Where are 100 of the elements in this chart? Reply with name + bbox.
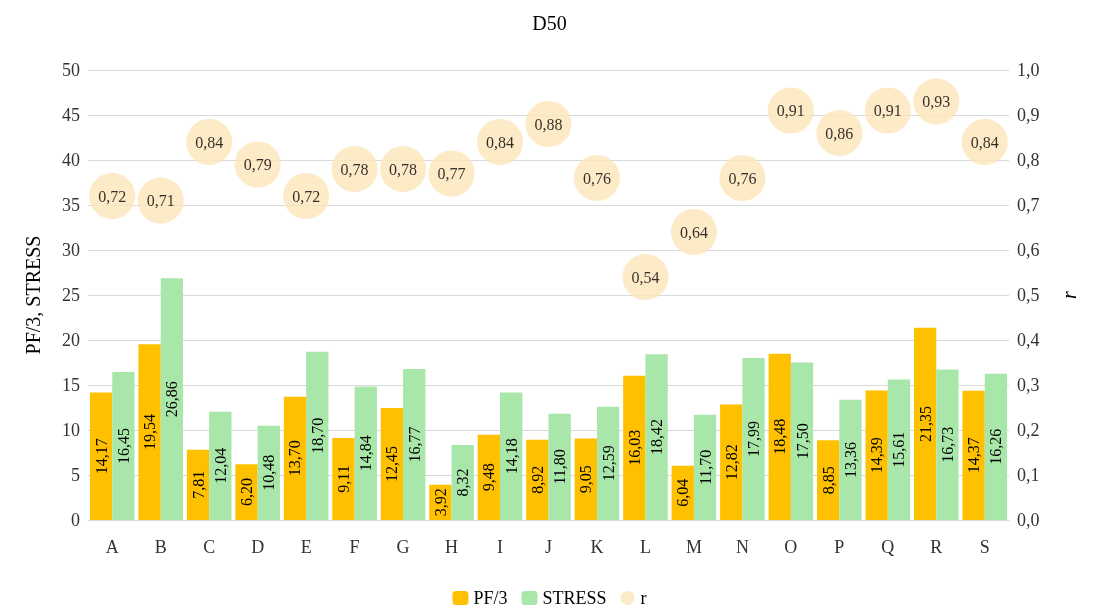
data-label: 16,45 xyxy=(114,427,132,464)
bar xyxy=(380,407,404,520)
bar xyxy=(936,369,959,520)
data-label: 16,77 xyxy=(405,426,423,463)
data-label: 6,04 xyxy=(674,478,692,507)
bar xyxy=(138,344,161,520)
y-tick-label: 5 xyxy=(71,465,80,485)
y-tick-label: 25 xyxy=(62,285,80,305)
data-label: 8,32 xyxy=(454,468,472,497)
data-label: 0,84 xyxy=(486,133,515,151)
x-tick-label: D xyxy=(251,537,265,557)
y-tick-label: 40 xyxy=(62,150,80,170)
y2-tick-label: 0,3 xyxy=(1017,375,1040,395)
bar xyxy=(790,362,814,520)
data-label: 9,48 xyxy=(480,463,498,492)
data-label: 14,18 xyxy=(502,438,520,475)
data-label: 0,88 xyxy=(534,115,563,133)
data-label: 0,84 xyxy=(970,133,999,151)
y2-tick-label: 0,1 xyxy=(1017,465,1040,485)
x-tick-label: Q xyxy=(881,537,895,557)
bar xyxy=(984,373,1008,520)
x-tick-label: P xyxy=(834,537,845,557)
bar xyxy=(160,278,184,520)
chart-title: D50 xyxy=(532,12,567,34)
data-label: 0,72 xyxy=(98,187,127,205)
x-tick-label: M xyxy=(685,537,702,557)
bar xyxy=(112,371,135,520)
data-label: 0,71 xyxy=(146,192,175,209)
y-tick-label: 30 xyxy=(62,240,80,260)
x-tick-label: A xyxy=(105,537,119,557)
data-label: 14,84 xyxy=(357,435,375,472)
x-tick-label: O xyxy=(784,537,798,557)
data-label: 17,99 xyxy=(745,421,763,458)
y2-axis-title: r xyxy=(1058,290,1080,299)
x-tick-label: C xyxy=(203,537,216,557)
y2-tick-label: 0,7 xyxy=(1017,195,1040,215)
data-label: 15,61 xyxy=(890,431,908,468)
data-label: 12,04 xyxy=(211,447,229,484)
y2-tick-label: 0,9 xyxy=(1017,105,1040,125)
data-label: 0,77 xyxy=(437,165,466,182)
data-label: 0,84 xyxy=(195,133,224,151)
bar xyxy=(742,358,765,520)
bar xyxy=(596,406,620,520)
legend-label: r xyxy=(640,588,647,608)
data-label: 16,73 xyxy=(938,426,956,463)
bar xyxy=(89,392,113,520)
y2-tick-label: 0,6 xyxy=(1017,240,1040,260)
data-label: 11,70 xyxy=(696,449,714,486)
x-tick-label: S xyxy=(979,537,990,557)
bar xyxy=(645,354,668,520)
y-axis-title: PF/3, STRESS xyxy=(22,235,44,355)
data-label: 10,48 xyxy=(260,454,278,491)
x-tick-label: H xyxy=(445,537,459,557)
y-tick-label: 45 xyxy=(62,105,80,125)
y-tick-label: 15 xyxy=(62,375,80,395)
data-label: 3,92 xyxy=(431,488,449,517)
data-label: 21,35 xyxy=(916,405,934,442)
x-tick-label: J xyxy=(544,537,553,557)
data-label: 0,91 xyxy=(873,102,902,119)
x-tick-label: R xyxy=(930,537,943,557)
y-tick-label: 10 xyxy=(62,420,80,440)
bar xyxy=(768,353,791,520)
data-label: 0,64 xyxy=(679,223,708,241)
y2-tick-label: 0,0 xyxy=(1017,510,1040,530)
bar xyxy=(887,379,911,520)
bar xyxy=(548,413,571,520)
bar xyxy=(913,327,937,520)
legend-label: STRESS xyxy=(542,588,607,608)
data-label: 9,11 xyxy=(334,465,352,493)
data-label: 0,78 xyxy=(389,160,418,178)
x-tick-label: N xyxy=(735,537,749,557)
data-label: 0,76 xyxy=(582,169,611,187)
data-label: 0,91 xyxy=(776,102,805,119)
x-tick-label: I xyxy=(497,537,504,557)
data-label: 8,85 xyxy=(819,466,837,495)
data-label: 14,39 xyxy=(868,437,886,474)
data-label: 0,78 xyxy=(340,160,369,178)
data-label: 19,54 xyxy=(141,414,159,451)
data-label: 13,36 xyxy=(841,441,859,478)
bar xyxy=(403,369,426,520)
data-label: 8,92 xyxy=(528,465,546,494)
bar xyxy=(332,438,355,520)
data-label: 0,93 xyxy=(922,93,951,110)
legend-label: PF/3 xyxy=(473,588,508,608)
x-tick-label: K xyxy=(590,537,604,557)
data-label: 18,48 xyxy=(771,418,789,455)
bar xyxy=(865,390,888,520)
y2-tick-label: 1,0 xyxy=(1017,60,1040,80)
data-label: 0,76 xyxy=(728,169,757,187)
bar xyxy=(526,439,549,520)
bar xyxy=(235,464,258,520)
data-label: 12,82 xyxy=(722,444,740,481)
x-tick-label: F xyxy=(349,537,360,557)
bar xyxy=(623,375,646,520)
data-label: 18,42 xyxy=(648,419,666,456)
x-tick-label: G xyxy=(396,537,410,557)
y-tick-label: 0 xyxy=(71,510,80,530)
y2-tick-label: 0,4 xyxy=(1017,330,1040,350)
data-label: 11,80 xyxy=(551,449,569,485)
data-label: 0,86 xyxy=(825,124,854,142)
